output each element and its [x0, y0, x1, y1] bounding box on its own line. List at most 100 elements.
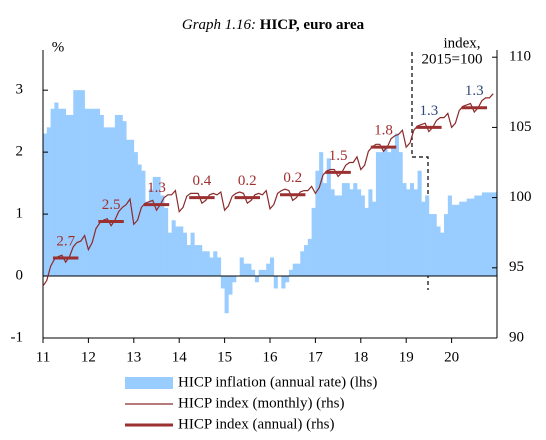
bar — [58, 108, 63, 277]
annotation: 1.3 — [147, 180, 166, 196]
y2-tick-label: 105 — [509, 119, 532, 135]
bar — [474, 195, 479, 277]
annotation: 1.8 — [374, 123, 393, 139]
bar — [322, 183, 328, 277]
y2-tick-label: 90 — [509, 329, 524, 345]
bar — [148, 189, 154, 277]
bar — [478, 195, 483, 277]
bar — [156, 176, 161, 277]
bar — [455, 204, 460, 277]
bar — [345, 183, 350, 277]
bar — [360, 195, 365, 277]
bar — [357, 189, 362, 277]
bar — [353, 183, 358, 277]
bar — [198, 245, 203, 277]
bar — [175, 226, 180, 277]
bar — [164, 207, 169, 277]
bar — [391, 145, 396, 277]
bar — [43, 133, 48, 277]
y2-tick-label: 95 — [509, 259, 524, 275]
bar — [54, 102, 59, 277]
bar — [406, 189, 411, 277]
bar — [296, 263, 301, 277]
bar — [186, 245, 191, 277]
bar — [95, 108, 101, 277]
bar — [171, 220, 176, 277]
bar — [292, 263, 297, 277]
index-line — [42, 93, 494, 287]
bar — [493, 192, 498, 277]
bar — [107, 127, 112, 277]
bar — [315, 170, 320, 277]
bar — [61, 108, 67, 277]
bar — [69, 114, 74, 277]
bar — [447, 195, 452, 277]
bar — [379, 152, 384, 277]
bar — [258, 269, 263, 277]
bar — [266, 263, 271, 277]
bar — [205, 251, 210, 277]
bar — [383, 145, 388, 277]
annotation: 1.3 — [465, 83, 484, 99]
bar — [65, 114, 70, 277]
y-tick-label: -1 — [11, 329, 24, 345]
bar — [251, 269, 256, 277]
bar — [114, 114, 119, 277]
bar — [451, 204, 456, 277]
x-tick-label: 17 — [308, 349, 324, 365]
bar — [466, 198, 471, 277]
bar — [130, 139, 135, 277]
annotation: 0.2 — [283, 170, 302, 186]
x-tick-label: 18 — [353, 349, 368, 365]
annotation: 0.2 — [238, 173, 257, 189]
y2-axis-label: 2015=100 — [422, 51, 483, 67]
bar — [80, 90, 85, 277]
bar — [270, 257, 275, 277]
x-tick-label: 16 — [263, 349, 279, 365]
annotation: 1.3 — [420, 103, 439, 119]
bar — [387, 152, 392, 277]
bar — [288, 269, 294, 277]
bar — [50, 108, 55, 277]
bar — [73, 90, 78, 277]
bar — [470, 198, 475, 277]
bar — [432, 214, 437, 277]
bar — [459, 201, 464, 277]
bar — [126, 139, 131, 277]
bar — [485, 192, 490, 277]
y-tick-label: 1 — [16, 206, 24, 222]
bar — [194, 245, 199, 277]
bar — [281, 276, 286, 289]
bar — [118, 114, 123, 277]
bar — [160, 195, 165, 277]
bar — [304, 245, 309, 277]
bar — [444, 214, 449, 277]
bar — [428, 214, 433, 277]
bar — [409, 183, 415, 277]
bar — [145, 201, 150, 277]
bar — [133, 152, 138, 277]
bar — [247, 263, 252, 277]
bar — [375, 152, 381, 277]
bar — [440, 232, 445, 277]
bar — [330, 189, 335, 277]
bar — [421, 201, 426, 277]
bar — [122, 121, 127, 277]
bar — [190, 232, 195, 277]
bar — [402, 183, 407, 277]
bar — [338, 195, 343, 277]
annotation: 0.4 — [193, 173, 212, 189]
bar — [273, 276, 278, 289]
bar — [311, 207, 316, 277]
title-prefix: Graph 1.16: — [182, 17, 256, 33]
y2-tick-label: 110 — [509, 49, 531, 65]
bar — [319, 152, 324, 277]
annotation: 2.5 — [102, 197, 121, 213]
bar — [239, 257, 244, 277]
bar — [103, 127, 108, 277]
bar — [220, 276, 225, 289]
bar — [141, 170, 146, 277]
x-tick-label: 11 — [36, 349, 50, 365]
bar — [137, 164, 142, 277]
bar — [232, 276, 237, 283]
